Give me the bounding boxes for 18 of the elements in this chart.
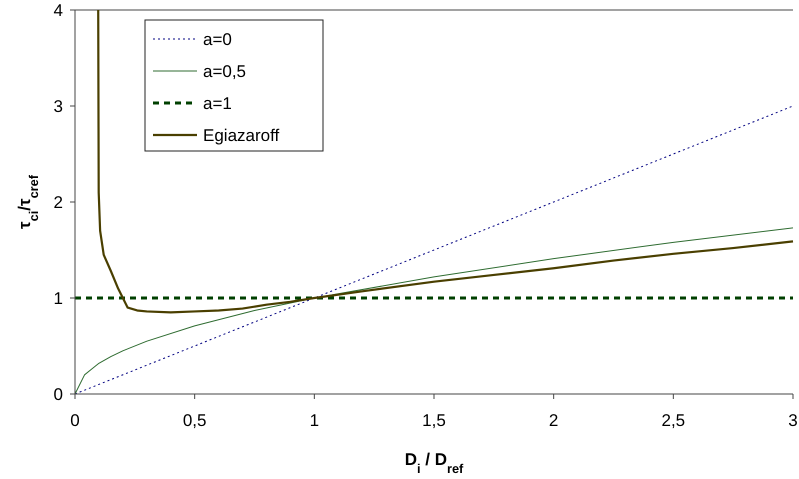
legend-label: a=0,5 — [203, 62, 246, 81]
legend-label: a=1 — [203, 94, 232, 113]
y-tick-label: 2 — [54, 192, 63, 212]
x-tick-label: 1,5 — [422, 411, 446, 430]
line-series — [97, 8, 794, 314]
x-tick-label: 3 — [788, 411, 798, 430]
y-tick-label: 3 — [54, 96, 63, 116]
y-tick-label: 4 — [54, 0, 63, 20]
legend-label: Egiazaroff — [203, 126, 280, 145]
x-tick-label: 2,5 — [662, 411, 686, 430]
x-tick-label: 0 — [70, 411, 80, 430]
x-tick-label: 0,5 — [182, 411, 206, 430]
y-tick-label: 1 — [54, 288, 63, 308]
y-tick-label: 0 — [54, 384, 63, 404]
legend-label: a=0 — [203, 30, 232, 49]
x-axis-title: D$_{i}$ / D$_{ref}$ — [404, 450, 464, 476]
x-tick-label: 1 — [310, 411, 320, 430]
x-tick-label: 2 — [548, 411, 558, 430]
